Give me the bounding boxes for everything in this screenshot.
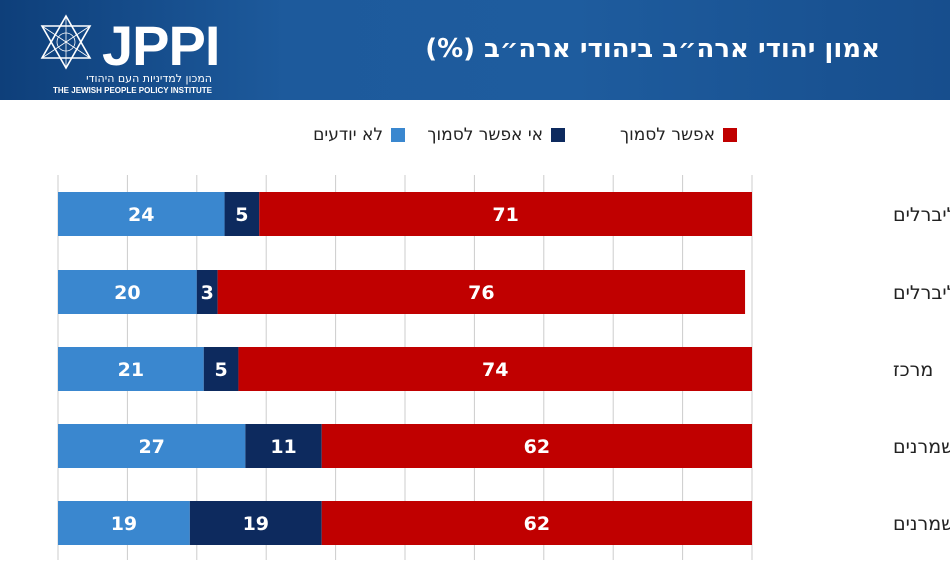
category-label: נוטים לליברלים xyxy=(893,282,950,304)
logo-hebrew-subtitle: המכון למדיניות העם היהודי xyxy=(86,72,212,85)
data-label: 19 xyxy=(111,513,137,535)
data-label: 20 xyxy=(114,282,140,304)
data-label: 74 xyxy=(482,359,508,381)
logo-english-subtitle: THE JEWISH PEOPLE POLICY INSTITUTE xyxy=(53,86,212,95)
data-label: 11 xyxy=(270,436,296,458)
data-label: 3 xyxy=(201,282,214,304)
legend-label-cannot-trust: אי אפשר לסמוך xyxy=(427,125,543,145)
bar-segment-dont-know xyxy=(58,424,246,468)
data-label: 27 xyxy=(138,436,164,458)
bar-segment-cannot-trust xyxy=(245,424,322,468)
data-label: 5 xyxy=(214,359,227,381)
legend-item-can-trust: אפשר לסמוך xyxy=(620,125,737,145)
jppi-logo: JPPI המכון למדיניות העם היהודי THE JEWIS… xyxy=(22,10,222,95)
legend-swatch-dont-know xyxy=(391,128,405,142)
bar-segment-can-trust xyxy=(321,501,752,545)
category-label: מאוד ליברלים xyxy=(893,204,950,226)
bar-segment-cannot-trust xyxy=(203,347,239,391)
bar-segment-can-trust xyxy=(259,192,752,236)
bar-segment-can-trust xyxy=(238,347,752,391)
category-label: מאוד שמרנים xyxy=(893,513,950,535)
legend-swatch-can-trust xyxy=(723,128,737,142)
page-title: אמון יהודי ארה״ב ביהודי ארה״ב (%) xyxy=(425,34,880,64)
logo-text: JPPI xyxy=(102,14,220,77)
data-label: 71 xyxy=(492,204,518,226)
category-label: נוטים לשמרנים xyxy=(893,436,950,458)
data-label: 62 xyxy=(524,436,550,458)
bar-segment-can-trust xyxy=(321,424,752,468)
bar-segment-dont-know xyxy=(58,347,204,391)
legend-label-can-trust: אפשר לסמוך xyxy=(619,125,715,145)
category-label: מרכז xyxy=(893,359,933,381)
bar-segment-dont-know xyxy=(58,501,190,545)
legend-label-dont-know: לא יודעים xyxy=(313,125,383,145)
data-label: 62 xyxy=(524,513,550,535)
legend-swatch-cannot-trust xyxy=(551,128,565,142)
bar-segment-cannot-trust xyxy=(224,192,260,236)
bar-segment-cannot-trust xyxy=(189,501,322,545)
data-label: 19 xyxy=(243,513,269,535)
data-label: 76 xyxy=(468,282,494,304)
bar-segment-dont-know xyxy=(58,192,225,236)
legend-item-dont-know: לא יודעים xyxy=(313,125,405,145)
data-label: 5 xyxy=(235,204,248,226)
bar-segment-can-trust xyxy=(217,270,746,314)
legend-item-cannot-trust: אי אפשר לסמוך xyxy=(427,125,565,145)
chart-legend: אפשר לסמוך אי אפשר לסמוך לא יודעים xyxy=(0,125,950,149)
bar-segment-cannot-trust xyxy=(196,270,218,314)
header-banner: JPPI המכון למדיניות העם היהודי THE JEWIS… xyxy=(0,0,950,100)
data-label: 24 xyxy=(128,204,154,226)
bar-segment-dont-know xyxy=(58,270,197,314)
data-label: 21 xyxy=(118,359,144,381)
star-of-david-icon xyxy=(40,14,92,70)
